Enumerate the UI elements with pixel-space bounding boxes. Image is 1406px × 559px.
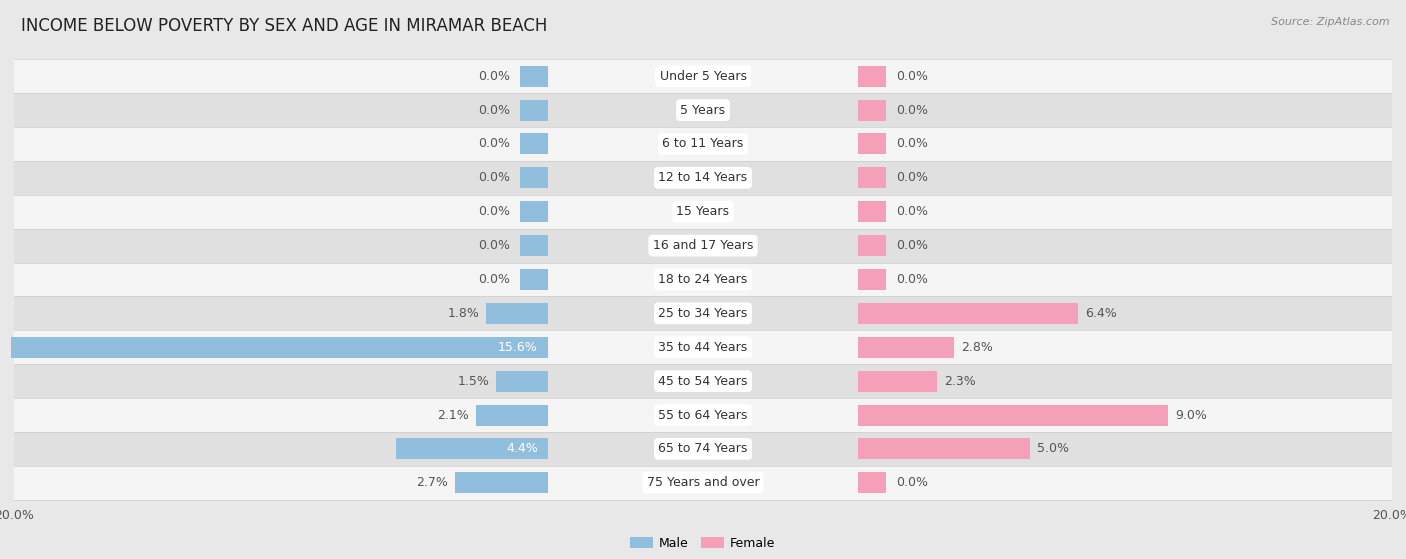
FancyBboxPatch shape <box>0 330 1406 364</box>
Text: 0.0%: 0.0% <box>478 70 510 83</box>
Bar <box>520 201 548 222</box>
Text: 5 Years: 5 Years <box>681 103 725 117</box>
FancyBboxPatch shape <box>0 398 1406 432</box>
Bar <box>858 134 886 154</box>
Text: Under 5 Years: Under 5 Years <box>659 70 747 83</box>
Text: 16 and 17 Years: 16 and 17 Years <box>652 239 754 252</box>
Text: 35 to 44 Years: 35 to 44 Years <box>658 341 748 354</box>
Text: 45 to 54 Years: 45 to 54 Years <box>658 375 748 387</box>
Text: 75 Years and over: 75 Years and over <box>647 476 759 489</box>
FancyBboxPatch shape <box>0 364 1406 398</box>
Text: 0.0%: 0.0% <box>896 239 928 252</box>
Bar <box>456 472 548 493</box>
Text: 0.0%: 0.0% <box>478 103 510 117</box>
Text: 2.1%: 2.1% <box>437 409 468 421</box>
Text: 2.3%: 2.3% <box>945 375 976 387</box>
FancyBboxPatch shape <box>0 93 1406 127</box>
Bar <box>858 235 886 256</box>
FancyBboxPatch shape <box>0 59 1406 93</box>
Text: 15 Years: 15 Years <box>676 205 730 218</box>
Text: 4.4%: 4.4% <box>506 442 537 456</box>
FancyBboxPatch shape <box>0 296 1406 330</box>
Bar <box>858 66 886 87</box>
Bar <box>858 438 1031 459</box>
Text: 0.0%: 0.0% <box>896 205 928 218</box>
Bar <box>520 167 548 188</box>
Bar <box>858 337 955 358</box>
Text: 2.8%: 2.8% <box>962 341 993 354</box>
Text: 0.0%: 0.0% <box>478 239 510 252</box>
Text: 1.8%: 1.8% <box>447 307 479 320</box>
Text: 15.6%: 15.6% <box>498 341 537 354</box>
FancyBboxPatch shape <box>0 127 1406 161</box>
Bar <box>858 405 1168 425</box>
Bar <box>520 235 548 256</box>
Text: 5.0%: 5.0% <box>1038 442 1069 456</box>
FancyBboxPatch shape <box>0 161 1406 195</box>
Bar <box>520 100 548 121</box>
Bar <box>858 303 1078 324</box>
Text: 12 to 14 Years: 12 to 14 Years <box>658 172 748 184</box>
Text: 25 to 34 Years: 25 to 34 Years <box>658 307 748 320</box>
FancyBboxPatch shape <box>0 229 1406 263</box>
Text: 0.0%: 0.0% <box>896 172 928 184</box>
Text: 0.0%: 0.0% <box>896 70 928 83</box>
Bar <box>858 269 886 290</box>
Text: 0.0%: 0.0% <box>896 273 928 286</box>
Text: 0.0%: 0.0% <box>478 138 510 150</box>
Bar <box>520 269 548 290</box>
Text: 1.5%: 1.5% <box>457 375 489 387</box>
Text: 0.0%: 0.0% <box>896 103 928 117</box>
Bar <box>858 371 938 392</box>
Bar <box>496 371 548 392</box>
Bar <box>520 66 548 87</box>
Text: Source: ZipAtlas.com: Source: ZipAtlas.com <box>1271 17 1389 27</box>
Bar <box>486 303 548 324</box>
Bar <box>520 134 548 154</box>
Text: 6.4%: 6.4% <box>1085 307 1118 320</box>
Bar <box>396 438 548 459</box>
Text: 0.0%: 0.0% <box>478 205 510 218</box>
Bar <box>858 201 886 222</box>
Text: 2.7%: 2.7% <box>416 476 449 489</box>
FancyBboxPatch shape <box>0 466 1406 500</box>
Bar <box>858 472 886 493</box>
Text: 0.0%: 0.0% <box>896 138 928 150</box>
Text: 0.0%: 0.0% <box>478 273 510 286</box>
FancyBboxPatch shape <box>0 263 1406 296</box>
Text: 6 to 11 Years: 6 to 11 Years <box>662 138 744 150</box>
Bar <box>11 337 548 358</box>
Text: 9.0%: 9.0% <box>1175 409 1206 421</box>
FancyBboxPatch shape <box>0 432 1406 466</box>
Text: INCOME BELOW POVERTY BY SEX AND AGE IN MIRAMAR BEACH: INCOME BELOW POVERTY BY SEX AND AGE IN M… <box>21 17 547 35</box>
Bar <box>858 167 886 188</box>
Text: 55 to 64 Years: 55 to 64 Years <box>658 409 748 421</box>
Text: 65 to 74 Years: 65 to 74 Years <box>658 442 748 456</box>
Bar <box>475 405 548 425</box>
Text: 0.0%: 0.0% <box>896 476 928 489</box>
Legend: Male, Female: Male, Female <box>626 532 780 555</box>
Bar <box>858 100 886 121</box>
Text: 0.0%: 0.0% <box>478 172 510 184</box>
Text: 18 to 24 Years: 18 to 24 Years <box>658 273 748 286</box>
FancyBboxPatch shape <box>0 195 1406 229</box>
